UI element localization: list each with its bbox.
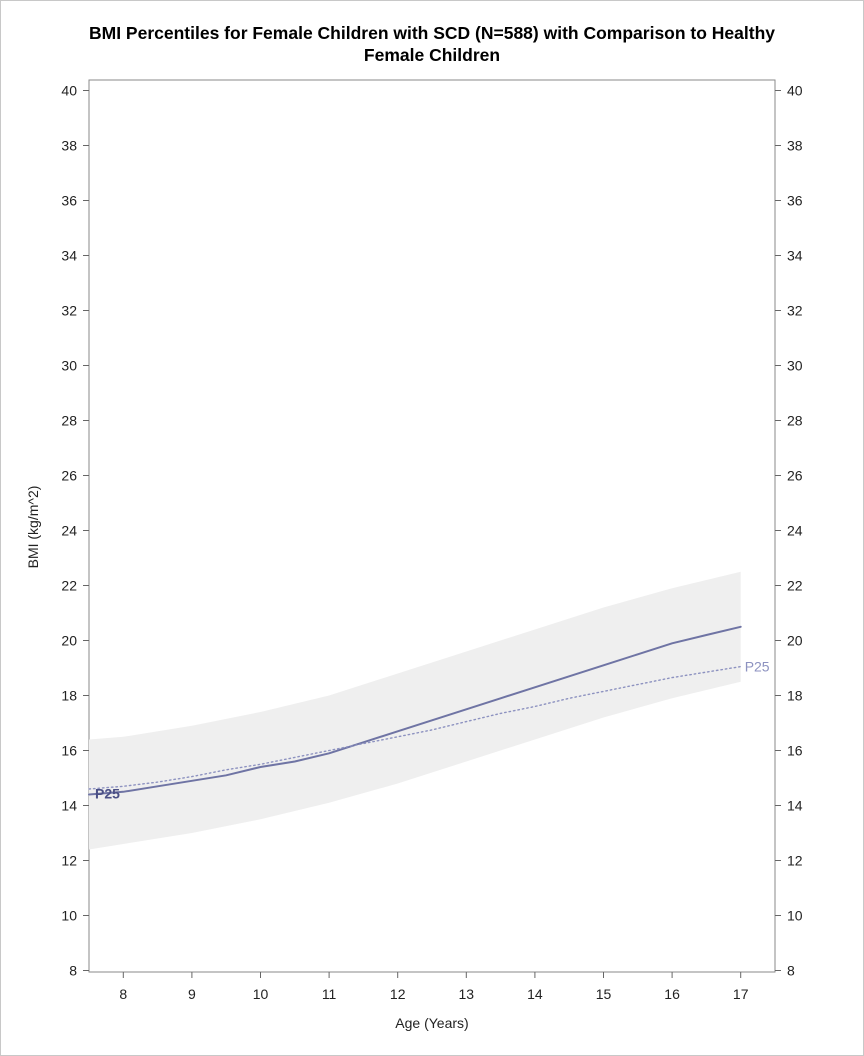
y-tick-label-left: 14 xyxy=(61,798,77,814)
y-tick-label-left: 12 xyxy=(61,853,77,869)
y-tick-label-left: 36 xyxy=(61,193,77,209)
y-tick-label-left: 30 xyxy=(61,358,77,374)
x-axis-label: Age (Years) xyxy=(395,1015,468,1031)
chart-title-line-1: BMI Percentiles for Female Children with… xyxy=(88,23,776,43)
series-label-healthy: P25 xyxy=(745,659,770,675)
reference-band-area xyxy=(89,571,741,850)
y-axis-right: 8 10 12 14 16 18 20 22 24 26 28 30 32 34 36 38 40 xyxy=(775,83,803,979)
y-tick-label-right: 8 xyxy=(787,963,795,979)
x-tick-label: 9 xyxy=(188,986,196,1002)
y-tick-label-right: 32 xyxy=(787,303,803,319)
x-tick-label: 10 xyxy=(253,986,269,1002)
x-tick-label: 12 xyxy=(390,986,406,1002)
plot-area xyxy=(88,79,776,973)
y-tick-label-left: 10 xyxy=(61,908,77,924)
x-tick-label: 17 xyxy=(733,986,749,1002)
y-axis-left: 8 10 12 14 16 18 20 22 24 26 28 30 32 34 36 38 40 xyxy=(61,83,89,979)
y-axis-label: BMI (kg/m^2) xyxy=(25,486,41,569)
y-tick-label-right: 20 xyxy=(787,633,803,649)
y-tick-label-left: 34 xyxy=(61,248,77,264)
series-labels: P25 P25 xyxy=(95,659,770,802)
y-tick-label-right: 40 xyxy=(787,83,803,99)
x-axis: 8 9 10 11 12 13 14 15 16 17 xyxy=(119,972,749,1002)
series-layer xyxy=(88,625,742,796)
reference-band xyxy=(89,571,741,850)
chart-title: BMI Percentiles for Female Children with… xyxy=(0,22,864,66)
y-tick-label-left: 32 xyxy=(61,303,77,319)
y-tick-label-right: 12 xyxy=(787,853,803,869)
y-tick-label-right: 36 xyxy=(787,193,803,209)
y-tick-label-left: 18 xyxy=(61,688,77,704)
x-tick-label: 15 xyxy=(596,986,612,1002)
x-tick-label: 14 xyxy=(527,986,543,1002)
y-tick-label-right: 14 xyxy=(787,798,803,814)
y-tick-label-right: 22 xyxy=(787,578,803,594)
x-tick-label: 16 xyxy=(664,986,680,1002)
y-tick-label-left: 22 xyxy=(61,578,77,594)
y-tick-label-left: 8 xyxy=(69,963,77,979)
y-tick-label-left: 16 xyxy=(61,743,77,759)
y-tick-label-right: 34 xyxy=(787,248,803,264)
y-tick-label-right: 30 xyxy=(787,358,803,374)
y-tick-label-left: 24 xyxy=(61,523,77,539)
y-tick-label-right: 10 xyxy=(787,908,803,924)
y-tick-label-left: 28 xyxy=(61,413,77,429)
series-line-scd-p25 xyxy=(88,625,742,796)
y-tick-label-left: 38 xyxy=(61,138,77,154)
y-tick-label-right: 16 xyxy=(787,743,803,759)
y-tick-label-right: 18 xyxy=(787,688,803,704)
y-tick-label-right: 28 xyxy=(787,413,803,429)
series-line-healthy-p25 xyxy=(88,665,742,790)
y-tick-label-left: 26 xyxy=(61,468,77,484)
y-tick-label-right: 24 xyxy=(787,523,803,539)
x-tick-label: 11 xyxy=(322,986,337,1002)
x-tick-label: 8 xyxy=(119,986,127,1002)
y-tick-label-right: 26 xyxy=(787,468,803,484)
y-tick-label-left: 40 xyxy=(61,83,77,99)
series-label-scd: P25 xyxy=(95,786,120,802)
x-tick-label: 13 xyxy=(459,986,475,1002)
y-tick-label-right: 38 xyxy=(787,138,803,154)
chart-title-line-2: Female Children xyxy=(363,45,501,65)
y-tick-label-left: 20 xyxy=(61,633,77,649)
